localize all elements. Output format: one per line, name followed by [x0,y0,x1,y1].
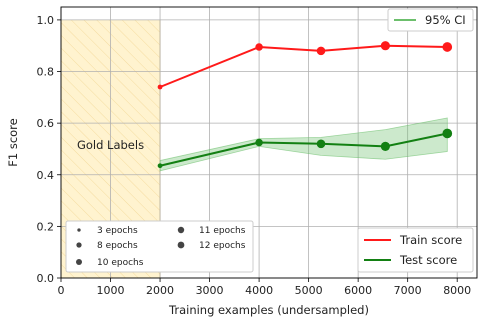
epoch-legend-box [65,220,254,273]
ci-band [159,117,448,172]
epoch-legend-marker [177,241,185,249]
x-tick-label: 2000 [146,284,174,297]
epoch-legend-items [75,226,185,266]
ci-legend-box [387,8,474,32]
test-score-point [380,141,390,151]
test-score-point [255,138,263,147]
epoch-legend-label: 11 epochs [199,226,246,236]
epoch-legend-label: 8 epochs [97,241,138,251]
train-score-point [316,46,326,56]
y-axis-title: F1 score [6,118,20,167]
train-score-point [255,43,263,51]
test-score-point [316,139,326,149]
test-score-point [442,128,453,139]
ci-band-layer [159,117,448,172]
x-axis-title: Training examples (undersampled) [168,303,369,317]
epoch-legend-label: 12 epochs [199,241,246,251]
x-tick-label: 1000 [97,284,125,297]
y-tick-label: 0.4 [37,169,55,182]
series-layer [157,41,453,169]
axis-ticks: 0 1000 2000 3000 4000 5000 6000 7000 8000 0.0 0.2 0… [37,14,472,297]
y-tick-label: 1.0 [37,14,55,27]
epoch-legend-marker [76,242,82,248]
gold-labels-label: Gold Labels [77,138,144,152]
y-tick-label: 0.0 [37,272,55,285]
test-score-legend-label: Test score [399,253,457,267]
train-score-point [157,84,163,90]
test-score-point [157,163,163,169]
y-tick-label: 0.2 [37,220,55,233]
x-tick-label: 5000 [295,284,323,297]
epoch-legend-marker [75,258,83,266]
x-tick-label: 3000 [196,284,224,297]
plot-frame [60,6,478,279]
train-score-line [159,44,448,88]
train-score-point [442,42,453,52]
y-tick-label: 0.6 [37,117,55,130]
score-legend: Train score Test score [357,227,474,273]
x-tick-label: 0 [58,284,65,297]
x-tick-label: 7000 [394,284,422,297]
train-score-legend-label: Train score [399,233,462,247]
epoch-legend-marker [77,228,81,232]
ci-legend-label: 95% CI [425,13,466,27]
epoch-legend-label: 10 epochs [97,258,144,268]
epoch-legend-marker [177,226,185,234]
y-tick-label: 0.8 [37,66,55,79]
epoch-legend: 3 epochs 8 epochs 10 epochs 11 epochs 12… [65,220,254,273]
x-tick-label: 6000 [344,284,372,297]
x-tick-label: 4000 [245,284,273,297]
train-score-point [380,41,390,51]
x-tick-label: 8000 [443,284,471,297]
epoch-legend-label: 3 epochs [97,226,138,236]
ci-legend: 95% CI [387,8,474,32]
